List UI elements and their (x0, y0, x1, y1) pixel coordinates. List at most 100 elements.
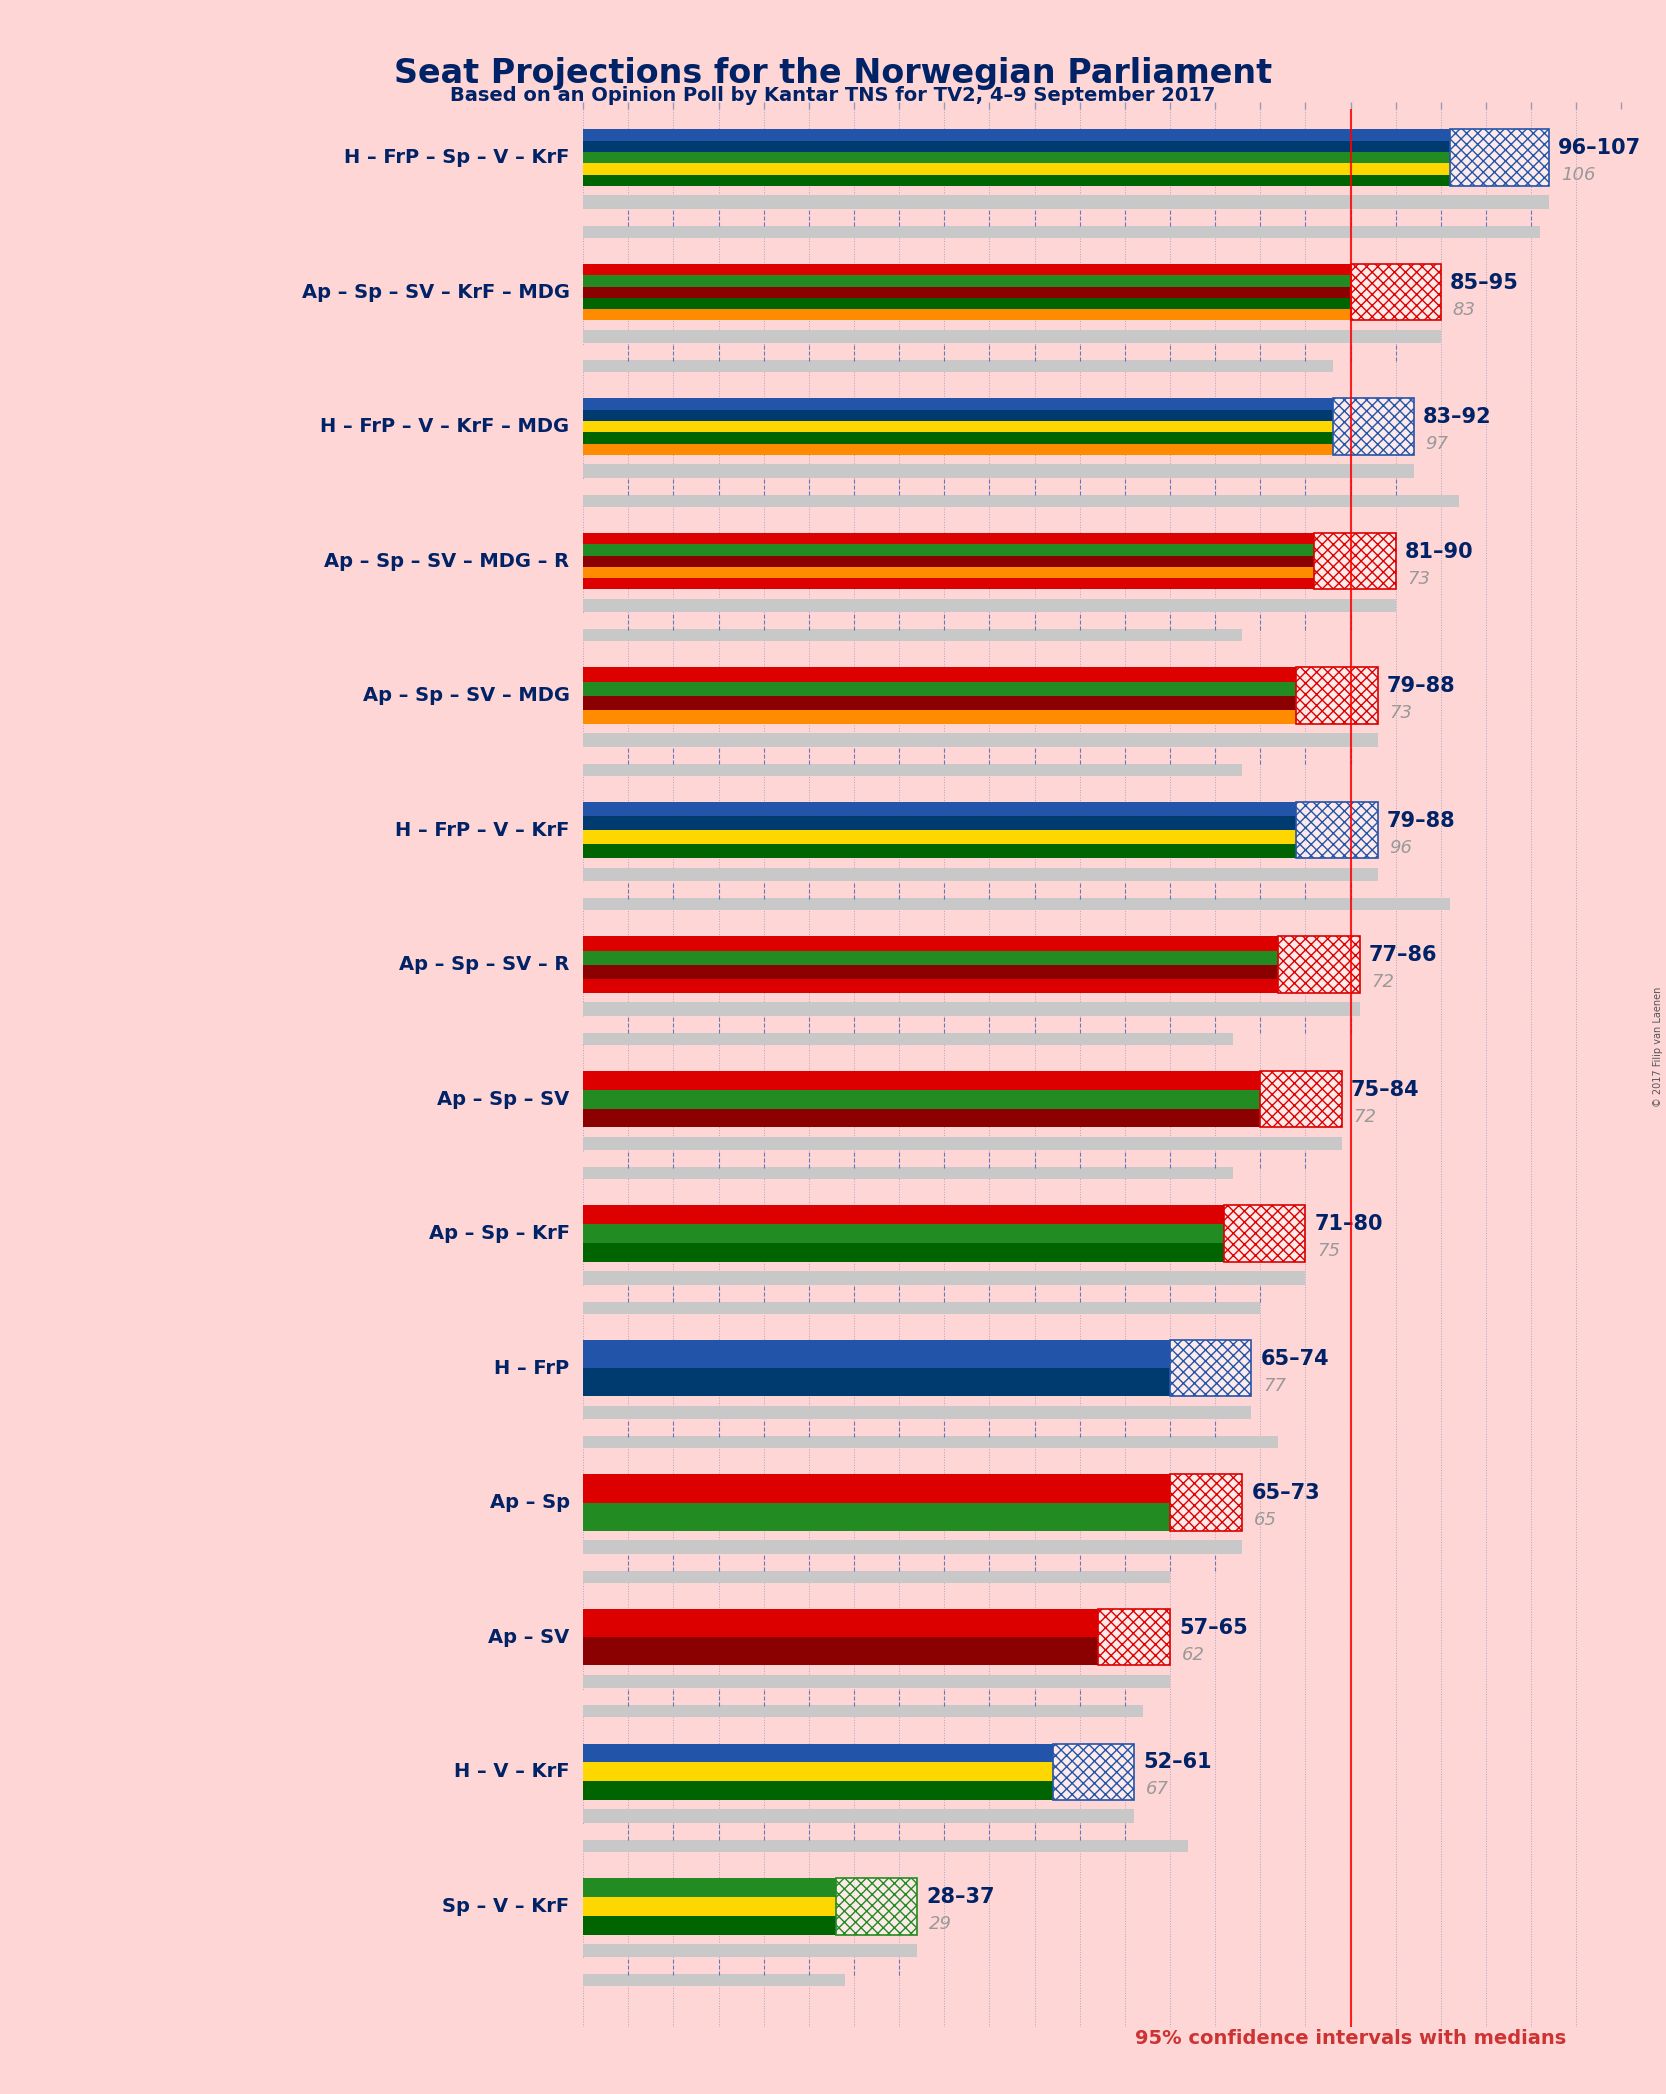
Bar (583, 163, 1449, 174)
Bar (583, 802, 1296, 817)
Bar (583, 310, 1351, 320)
Bar (583, 1943, 918, 1958)
Bar (583, 936, 1278, 951)
Bar (583, 195, 1549, 209)
Text: Ap – Sp – SV: Ap – Sp – SV (436, 1089, 570, 1108)
Bar (1296, 668, 1378, 725)
Bar (583, 1675, 1170, 1688)
Text: 73: 73 (1408, 570, 1431, 588)
Text: 65–74: 65–74 (1259, 1349, 1329, 1369)
Bar (583, 1958, 918, 1975)
Text: Ap – Sp: Ap – Sp (490, 1493, 570, 1512)
Bar (1170, 1340, 1251, 1397)
Bar (583, 264, 1351, 274)
Text: 96: 96 (1389, 840, 1413, 856)
Bar (583, 274, 1351, 287)
Bar (583, 297, 1351, 310)
Text: H – FrP – V – KrF – MDG: H – FrP – V – KrF – MDG (320, 417, 570, 436)
Bar (583, 578, 1314, 588)
Bar (583, 1420, 1251, 1436)
Text: 75–84: 75–84 (1351, 1081, 1419, 1099)
Bar (836, 1878, 918, 1935)
Text: Ap – SV: Ap – SV (488, 1627, 570, 1646)
Bar (583, 1975, 845, 1987)
Bar (1225, 1206, 1306, 1263)
Text: 79–88: 79–88 (1386, 676, 1456, 697)
Bar (583, 978, 1278, 993)
Bar (1333, 398, 1414, 454)
Bar (583, 614, 1396, 630)
Bar (583, 465, 1414, 477)
Bar (583, 1570, 1170, 1583)
Bar (583, 153, 1449, 163)
Text: 57–65: 57–65 (1180, 1619, 1248, 1638)
Bar (1098, 1608, 1170, 1665)
Bar (583, 1070, 1259, 1089)
Bar (583, 1089, 1259, 1108)
Bar (1170, 1474, 1243, 1531)
Bar (1449, 130, 1549, 186)
Bar (583, 1225, 1225, 1244)
Bar (583, 1556, 1243, 1570)
Bar (583, 360, 1333, 373)
Bar (583, 764, 1243, 775)
Bar (583, 1436, 1278, 1449)
Bar (1170, 1474, 1243, 1531)
Bar (583, 130, 1449, 140)
Text: 79–88: 79–88 (1386, 810, 1456, 831)
Bar (583, 1541, 1243, 1554)
Text: 77–86: 77–86 (1369, 944, 1438, 965)
Bar (583, 444, 1333, 454)
Bar (583, 346, 1441, 360)
Text: 77: 77 (1263, 1376, 1286, 1395)
Text: 72: 72 (1371, 974, 1394, 990)
Bar (583, 1206, 1225, 1225)
Bar (583, 1340, 1170, 1367)
Bar (583, 1018, 1359, 1032)
Text: 96–107: 96–107 (1558, 138, 1641, 159)
Bar (583, 1744, 1053, 1763)
Bar (583, 1690, 1170, 1707)
Bar (583, 1503, 1170, 1531)
Text: 65–73: 65–73 (1251, 1483, 1319, 1503)
Text: 97: 97 (1426, 436, 1448, 452)
Bar (583, 710, 1296, 725)
Bar (583, 829, 1296, 844)
Bar (583, 287, 1351, 297)
Bar (583, 1878, 836, 1897)
Bar (583, 1405, 1251, 1420)
Bar (1314, 534, 1396, 588)
Bar (583, 628, 1243, 641)
Text: Ap – Sp – KrF: Ap – Sp – KrF (428, 1225, 570, 1244)
Bar (1351, 264, 1441, 320)
Text: 85–95: 85–95 (1449, 272, 1519, 293)
Bar (583, 1763, 1053, 1782)
Bar (583, 209, 1549, 226)
Bar (583, 1166, 1233, 1179)
Bar (583, 1152, 1341, 1168)
Text: Ap – Sp – SV – MDG: Ap – Sp – SV – MDG (363, 687, 570, 706)
Text: H – FrP – Sp – V – KrF: H – FrP – Sp – V – KrF (345, 149, 570, 168)
Bar (1259, 1070, 1341, 1127)
Bar (583, 1638, 1098, 1665)
Text: 83–92: 83–92 (1423, 406, 1491, 427)
Bar (583, 398, 1333, 410)
Bar (583, 1824, 1135, 1841)
Bar (583, 951, 1278, 965)
Bar (583, 898, 1449, 911)
Bar (583, 1705, 1143, 1717)
Bar (836, 1878, 918, 1935)
Text: 67: 67 (1146, 1780, 1168, 1799)
Text: 52–61: 52–61 (1143, 1753, 1211, 1772)
Text: © 2017 Filip van Laenen: © 2017 Filip van Laenen (1653, 986, 1663, 1108)
Text: 29: 29 (930, 1914, 951, 1933)
Bar (583, 599, 1396, 611)
Bar (583, 1916, 836, 1935)
Bar (583, 555, 1314, 567)
Bar (583, 1897, 836, 1916)
Bar (583, 1302, 1259, 1313)
Text: 71–80: 71–80 (1314, 1215, 1383, 1233)
Bar (583, 1782, 1053, 1801)
Text: 81–90: 81–90 (1404, 542, 1473, 561)
Bar (583, 867, 1378, 882)
